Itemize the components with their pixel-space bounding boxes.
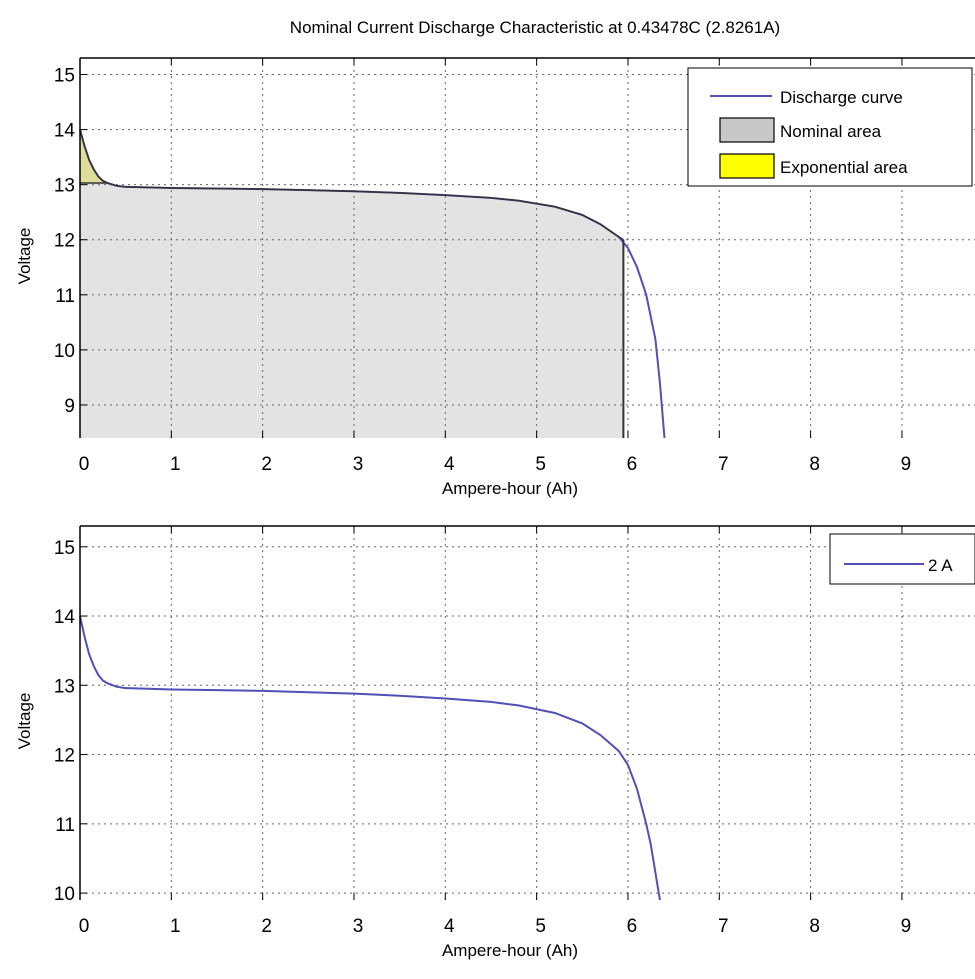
y-tick-label: 9 <box>64 396 75 417</box>
x-axis-label: Ampere-hour (Ah) <box>442 479 578 498</box>
x-tick-label: 4 <box>444 454 455 475</box>
x-tick-label: 8 <box>809 916 820 937</box>
y-tick-label: 10 <box>54 341 75 362</box>
y-tick-label: 13 <box>54 676 75 697</box>
plot-area <box>80 526 975 900</box>
legend-patch <box>719 117 775 143</box>
nominal-area <box>80 183 624 438</box>
y-tick-label: 12 <box>54 746 75 767</box>
x-tick-label: 4 <box>444 916 455 937</box>
y-axis-label: Voltage <box>15 228 34 285</box>
legend-box <box>829 533 975 585</box>
x-tick-label: 3 <box>353 454 364 475</box>
y-tick-label: 15 <box>54 538 75 559</box>
chart-title: Nominal Current Discharge Characteristic… <box>290 18 780 37</box>
x-tick-label: 2 <box>261 454 272 475</box>
y-tick-label: 15 <box>54 66 75 87</box>
x-tick-label: 9 <box>901 916 912 937</box>
x-tick-label: 5 <box>535 916 546 937</box>
legend-label: Discharge curve <box>780 88 903 107</box>
y-axis-label: Voltage <box>15 693 34 750</box>
x-tick-label: 2 <box>261 916 272 937</box>
x-tick-label: 6 <box>627 916 638 937</box>
legend-label: Exponential area <box>780 158 908 177</box>
y-tick-label: 12 <box>54 231 75 252</box>
x-tick-label: 9 <box>901 454 912 475</box>
y-tick-label: 10 <box>54 884 75 905</box>
legend-label: 2 A <box>928 556 953 575</box>
x-tick-label: 0 <box>79 454 90 475</box>
x-tick-label: 1 <box>170 916 181 937</box>
y-tick-label: 14 <box>54 121 76 142</box>
legend-label: Nominal area <box>780 122 882 141</box>
nominal-area-outline <box>79 129 624 241</box>
y-tick-label: 14 <box>54 607 76 628</box>
y-tick-label: 11 <box>55 815 75 836</box>
x-tick-label: 7 <box>718 916 729 937</box>
x-tick-label: 0 <box>79 916 90 937</box>
exponential-area <box>80 129 108 184</box>
x-tick-label: 3 <box>353 916 364 937</box>
y-tick-label: 13 <box>54 176 75 197</box>
x-tick-label: 8 <box>809 454 820 475</box>
x-tick-label: 5 <box>535 454 546 475</box>
series-line <box>79 615 661 901</box>
x-tick-label: 6 <box>627 454 638 475</box>
legend-patch <box>719 153 775 179</box>
x-tick-label: 7 <box>718 454 729 475</box>
x-tick-label: 1 <box>170 454 181 475</box>
x-axis-label: Ampere-hour (Ah) <box>442 941 578 960</box>
y-tick-label: 11 <box>55 286 75 307</box>
